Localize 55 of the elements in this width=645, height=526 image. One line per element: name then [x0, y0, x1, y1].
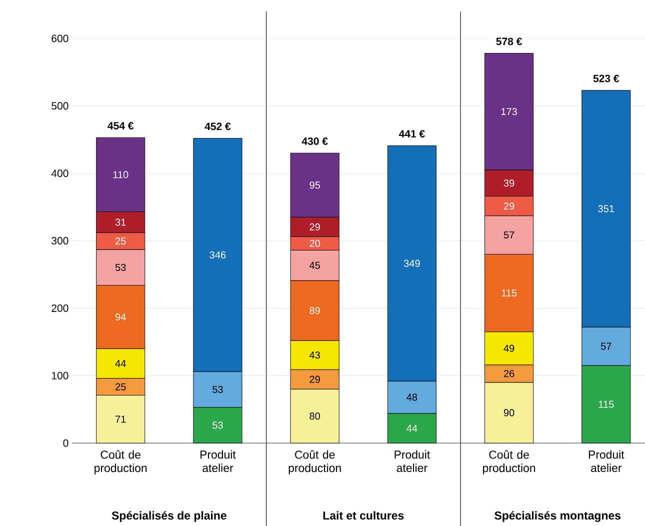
data-label: 45	[309, 262, 320, 269]
data-label: 80	[310, 412, 320, 420]
x-tick-label: Coût de production	[288, 450, 341, 474]
data-label: 44	[115, 360, 126, 367]
data-label: 89	[310, 306, 320, 314]
data-label: 53	[212, 386, 223, 393]
x-tick-label: Coût de production	[483, 450, 536, 474]
data-label: 349	[404, 260, 420, 267]
y-tick-label: 200	[52, 304, 68, 312]
text: Lait et cultures	[323, 511, 404, 520]
data-label: 29	[310, 376, 320, 383]
data-label: 48	[406, 394, 418, 401]
y-tick-label: 600	[52, 34, 68, 42]
data-label: 95	[310, 181, 320, 189]
data-label: 25	[116, 383, 126, 390]
data-label: 29	[504, 202, 514, 210]
data-label: 43	[309, 351, 320, 359]
data-label: 31	[115, 218, 126, 226]
data-label: 57	[504, 231, 514, 238]
y-tick-label: 400	[51, 170, 68, 177]
total-label: 578 €	[496, 38, 522, 46]
data-label: 71	[116, 416, 126, 423]
data-label: 26	[504, 370, 514, 378]
total-label: 452 €	[204, 122, 231, 130]
data-label: 346	[210, 251, 226, 258]
x-tick-label: Coût de production	[94, 450, 147, 474]
x-tick-label: Produit atelier	[588, 450, 624, 472]
data-label: 115	[598, 400, 614, 408]
data-label: 53	[212, 422, 223, 429]
total-label: 430 €	[302, 137, 328, 145]
x-tick-label: Produit atelier	[200, 450, 236, 472]
y-tick-label: 500	[52, 102, 68, 110]
total-label: 523 €	[593, 74, 620, 82]
y-tick-label: 300	[52, 236, 68, 244]
total-label: 454 €	[108, 122, 134, 130]
data-label: 49	[504, 344, 514, 352]
data-label: 53	[115, 264, 126, 271]
data-label: 20	[310, 240, 320, 247]
data-label: 94	[116, 313, 126, 320]
data-label: 110	[113, 171, 128, 178]
data-label: 115	[502, 289, 517, 296]
data-label: 29	[310, 223, 320, 230]
data-label: 90	[504, 409, 514, 416]
data-label: 44	[406, 424, 418, 432]
data-label: 57	[600, 342, 612, 350]
text: Spécialisés de plaine	[112, 510, 226, 522]
data-label: 25	[116, 237, 126, 245]
data-label: 351	[598, 205, 614, 212]
data-label: 173	[501, 108, 517, 116]
x-tick-label: Produit atelier	[394, 450, 430, 472]
y-tick-label: 0	[63, 439, 68, 447]
data-label: 39	[504, 179, 514, 187]
text: Spécialisés montagnes	[494, 510, 620, 522]
y-tick-label: 100	[52, 372, 68, 380]
total-label: 441 €	[398, 130, 425, 138]
